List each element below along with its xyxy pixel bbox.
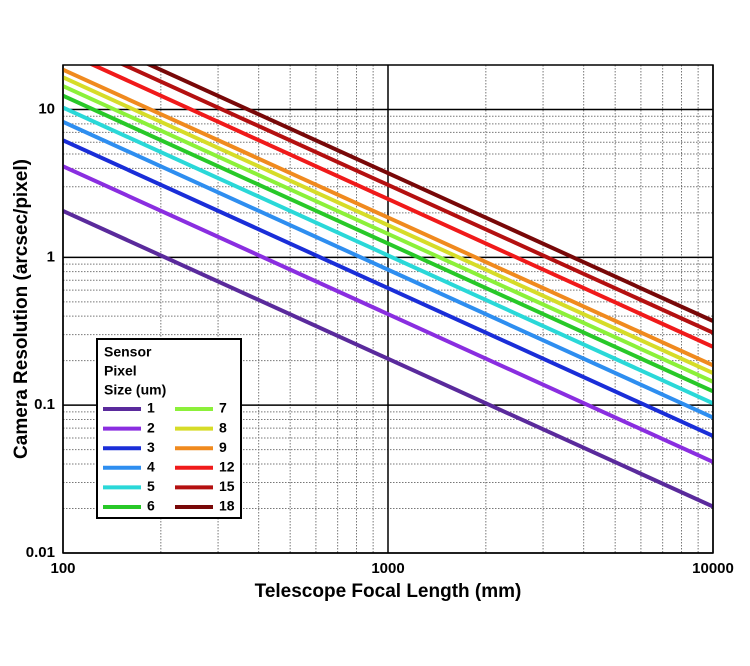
legend-label: 6 bbox=[147, 498, 155, 514]
legend-title: Size (um) bbox=[104, 382, 166, 398]
series-line bbox=[88, 65, 713, 349]
y-axis-label: Camera Resolution (arcsec/pixel) bbox=[11, 159, 32, 459]
series-line bbox=[63, 138, 713, 438]
series-line bbox=[63, 105, 713, 406]
series-line bbox=[119, 65, 713, 335]
legend-label: 7 bbox=[219, 400, 227, 416]
legend-label: 8 bbox=[219, 419, 227, 435]
legend-label: 1 bbox=[147, 400, 155, 416]
legend-label: 4 bbox=[147, 459, 155, 475]
legend-label: 12 bbox=[219, 459, 235, 475]
legend-label: 9 bbox=[219, 439, 227, 455]
y-tick-label: 10 bbox=[38, 100, 55, 117]
x-tick-label: 100 bbox=[50, 560, 75, 577]
y-tick-label: 0.1 bbox=[34, 396, 55, 413]
plot-lines bbox=[63, 65, 713, 509]
legend-label: 2 bbox=[147, 419, 155, 435]
series-line bbox=[63, 209, 713, 509]
legend-label: 15 bbox=[219, 478, 235, 494]
x-tick-label: 10000 bbox=[692, 560, 734, 577]
series-line bbox=[63, 93, 713, 394]
series-line bbox=[63, 164, 713, 464]
legend-title: Pixel bbox=[104, 363, 137, 379]
legend-title: Sensor bbox=[104, 344, 152, 360]
x-tick-label: 1000 bbox=[371, 560, 404, 577]
x-axis-label: Telescope Focal Length (mm) bbox=[255, 581, 522, 602]
legend-label: 5 bbox=[147, 478, 155, 494]
series-line bbox=[145, 65, 713, 323]
legend-label: 3 bbox=[147, 439, 155, 455]
y-tick-label: 0.01 bbox=[26, 544, 55, 561]
plot-border bbox=[62, 64, 714, 554]
series-line bbox=[63, 67, 713, 368]
legend-label: 18 bbox=[219, 498, 235, 514]
series-line bbox=[63, 120, 713, 420]
series-line bbox=[63, 75, 713, 375]
y-tick-label: 1 bbox=[47, 248, 55, 265]
series-line bbox=[63, 84, 713, 384]
